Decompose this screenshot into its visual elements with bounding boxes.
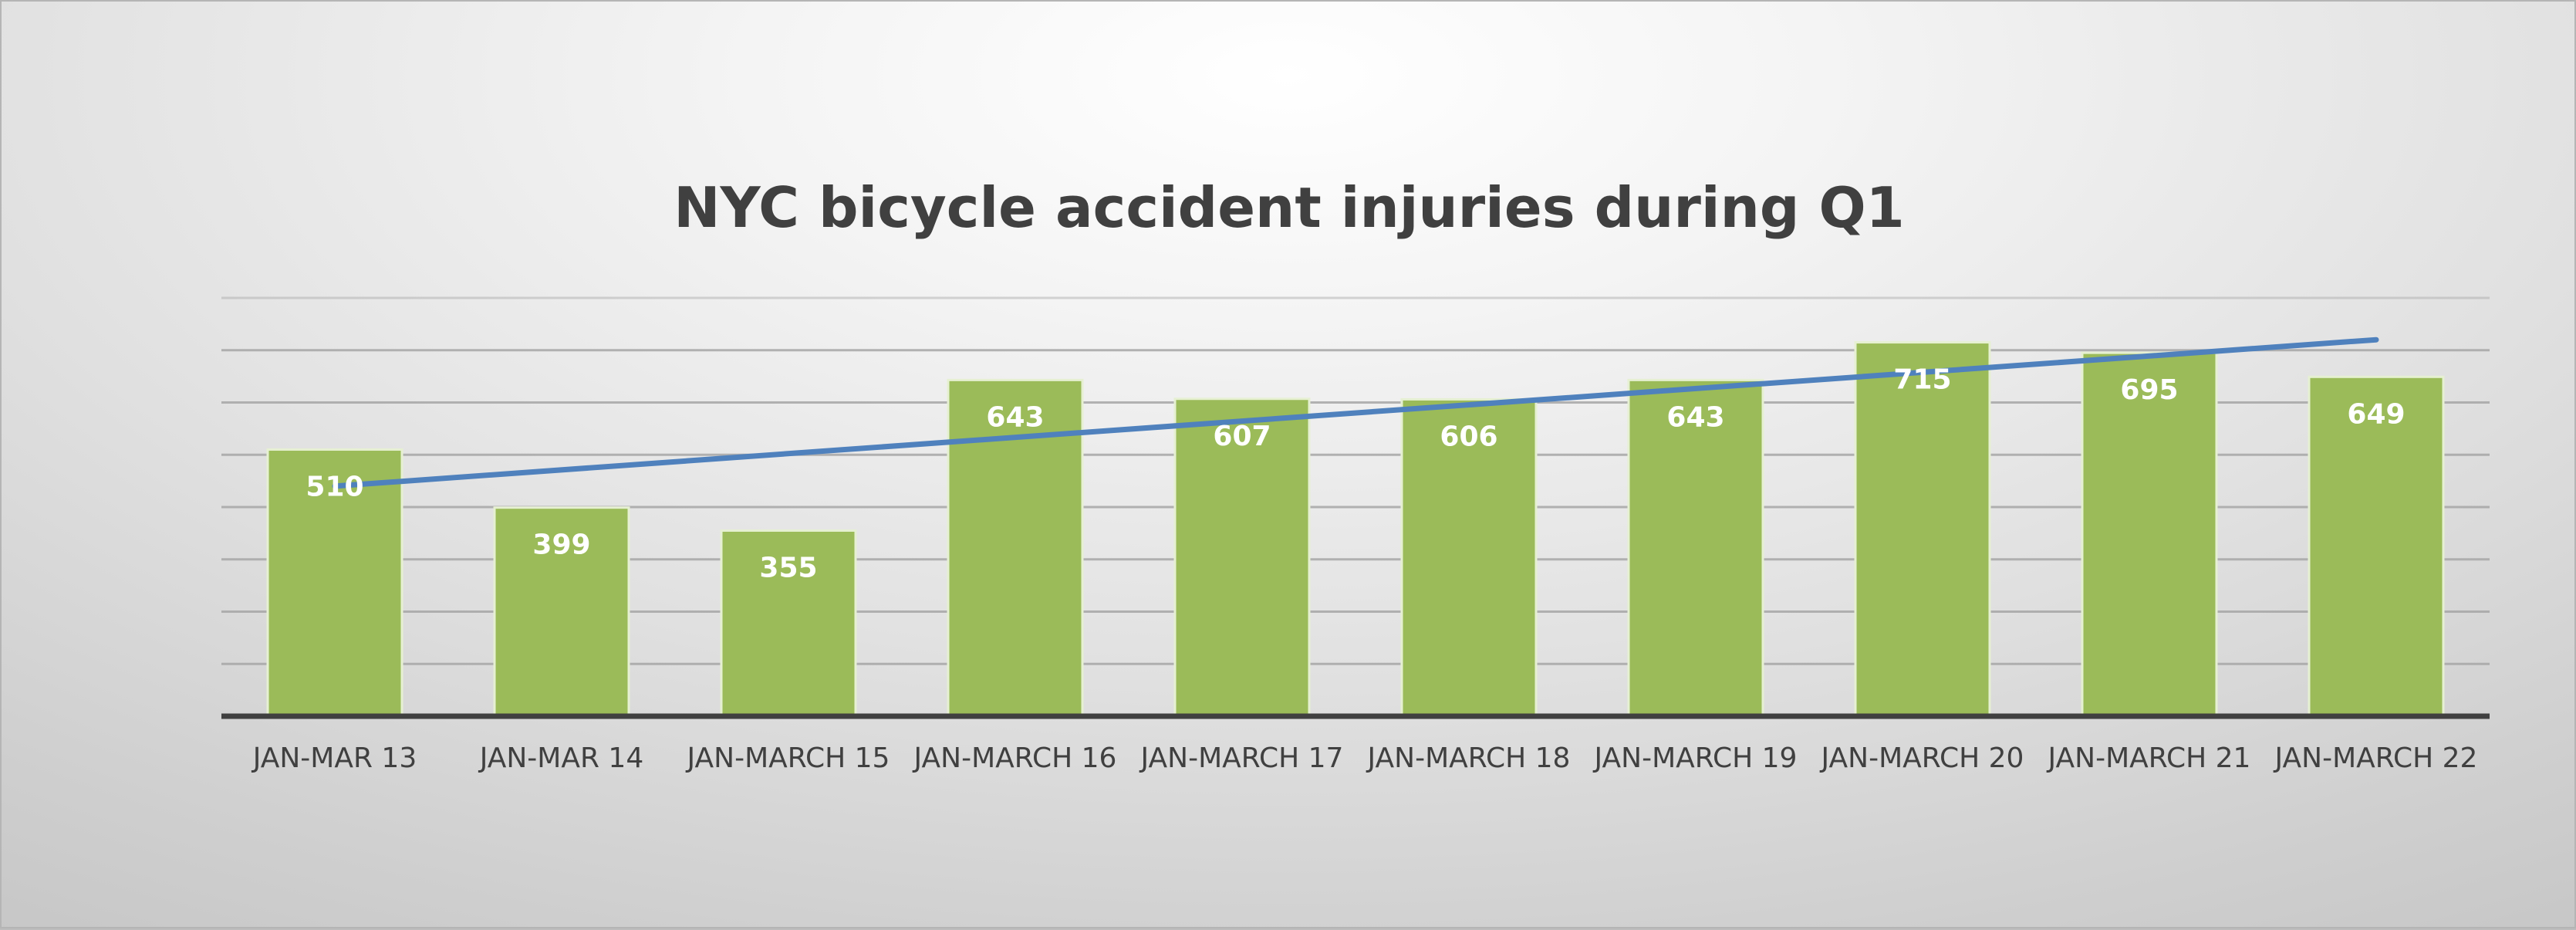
bars bbox=[266, 341, 2445, 718]
trendline-group bbox=[332, 336, 2379, 489]
x-tick-label: JAN-MARCH 16 bbox=[913, 742, 1117, 774]
x-tick-label: JAN-MARCH 22 bbox=[2274, 742, 2478, 774]
data-label: 715 bbox=[1893, 364, 1951, 396]
data-label: 649 bbox=[2347, 398, 2405, 430]
data-label: 510 bbox=[306, 471, 363, 502]
x-tick-label: JAN-MARCH 18 bbox=[1366, 742, 1571, 774]
data-label: 355 bbox=[759, 552, 817, 583]
bar bbox=[1173, 397, 1311, 718]
bar bbox=[720, 529, 857, 718]
x-tick-label: JAN-MARCH 17 bbox=[1139, 742, 1344, 774]
x-tick-label: JAN-MARCH 21 bbox=[2047, 742, 2251, 774]
bar bbox=[493, 506, 630, 718]
data-label: 399 bbox=[532, 529, 590, 561]
x-tick-label: JAN-MARCH 20 bbox=[1820, 742, 2024, 774]
data-label: 695 bbox=[2120, 374, 2178, 406]
bar bbox=[2308, 375, 2445, 718]
x-tick-label: JAN-MAR 14 bbox=[478, 742, 643, 774]
bar bbox=[266, 448, 403, 718]
data-label: 607 bbox=[1213, 421, 1271, 452]
x-tick-label: JAN-MARCH 15 bbox=[686, 742, 890, 774]
bar bbox=[1854, 341, 1991, 718]
bar bbox=[1627, 378, 1764, 718]
x-tick-labels: JAN-MAR 13 JAN-MAR 14 JAN-MARCH 15 JAN-MARC… bbox=[252, 742, 2478, 774]
data-label: 606 bbox=[1440, 421, 1497, 452]
bar bbox=[1400, 397, 1538, 718]
chart-title: NYC bicycle accident injuries during Q1 bbox=[674, 175, 1905, 240]
data-labels: 510 399 355 643 607 606 643 715 695 649 bbox=[306, 364, 2405, 584]
x-tick-label: JAN-MAR 13 bbox=[252, 742, 417, 774]
x-tick-label: JAN-MARCH 19 bbox=[1593, 742, 1798, 774]
trendline bbox=[332, 336, 2379, 489]
bar bbox=[2081, 351, 2218, 718]
data-label: 643 bbox=[1666, 401, 1724, 433]
data-label: 643 bbox=[986, 401, 1044, 433]
